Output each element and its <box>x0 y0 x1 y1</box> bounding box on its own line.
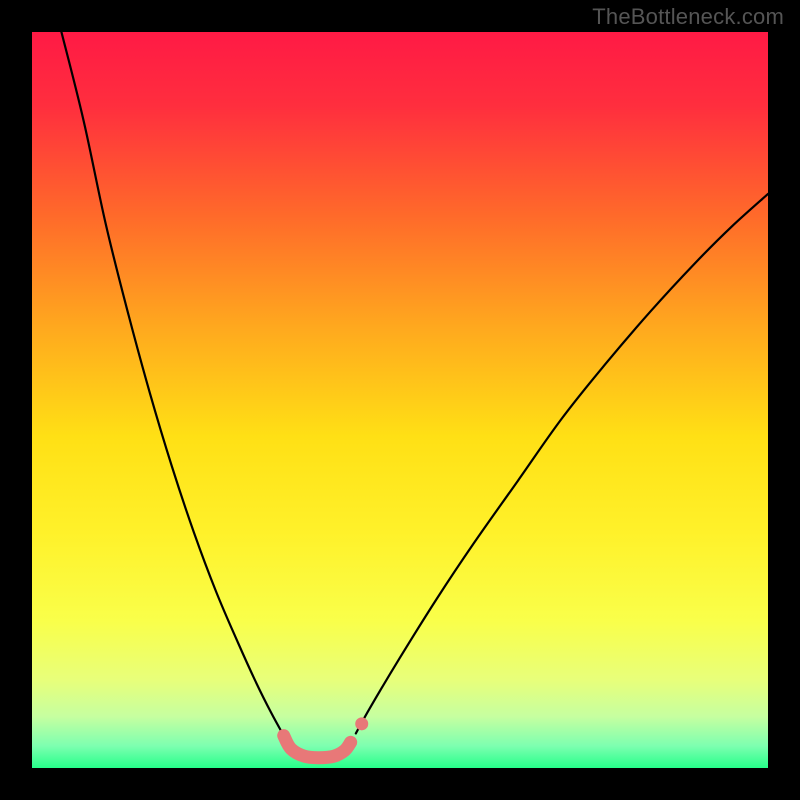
watermark-text: TheBottleneck.com <box>592 4 784 30</box>
image-root: TheBottleneck.com <box>0 0 800 800</box>
valley-marker <box>355 717 368 730</box>
bottleneck-chart <box>32 32 768 768</box>
